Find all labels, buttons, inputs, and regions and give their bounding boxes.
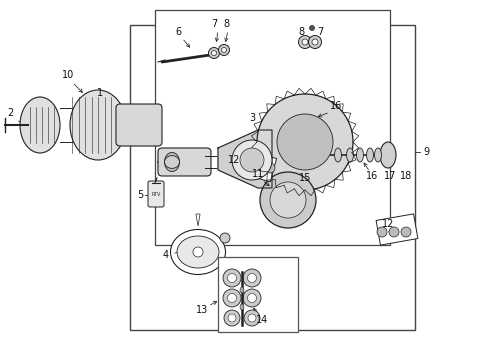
- Circle shape: [240, 148, 264, 172]
- Ellipse shape: [346, 148, 353, 162]
- FancyBboxPatch shape: [158, 148, 211, 176]
- Ellipse shape: [171, 230, 225, 275]
- Text: 8: 8: [298, 27, 304, 37]
- Text: 10: 10: [62, 70, 74, 80]
- Circle shape: [389, 227, 399, 237]
- Bar: [240, 150, 276, 182]
- Circle shape: [254, 163, 264, 173]
- Circle shape: [232, 140, 272, 180]
- Text: 5: 5: [137, 190, 143, 200]
- Text: 14: 14: [256, 315, 268, 325]
- Circle shape: [270, 182, 306, 218]
- Circle shape: [401, 227, 411, 237]
- Text: 15: 15: [299, 173, 311, 183]
- Ellipse shape: [357, 148, 364, 162]
- Text: RTV: RTV: [151, 192, 161, 197]
- Ellipse shape: [165, 152, 179, 172]
- Circle shape: [209, 48, 220, 59]
- Text: 11: 11: [252, 169, 264, 179]
- Ellipse shape: [240, 287, 244, 293]
- Circle shape: [219, 45, 229, 55]
- Circle shape: [257, 94, 353, 190]
- Ellipse shape: [367, 148, 373, 162]
- Text: 6: 6: [175, 27, 181, 37]
- Text: 16: 16: [330, 101, 342, 111]
- Text: 17: 17: [384, 171, 396, 181]
- FancyBboxPatch shape: [148, 181, 164, 207]
- Text: 9: 9: [423, 147, 429, 157]
- Circle shape: [220, 233, 230, 243]
- Circle shape: [248, 314, 256, 322]
- Circle shape: [244, 310, 260, 326]
- Text: 12: 12: [228, 155, 240, 165]
- Text: 8: 8: [223, 19, 229, 29]
- Text: 13: 13: [196, 305, 208, 315]
- Circle shape: [277, 114, 333, 170]
- Circle shape: [193, 247, 203, 257]
- Circle shape: [227, 293, 237, 302]
- Text: 2: 2: [7, 108, 13, 118]
- Ellipse shape: [335, 148, 342, 162]
- Circle shape: [243, 289, 261, 307]
- Circle shape: [223, 289, 241, 307]
- Text: 7: 7: [317, 27, 323, 37]
- Circle shape: [223, 269, 241, 287]
- Ellipse shape: [380, 142, 396, 168]
- Text: 1: 1: [97, 88, 103, 98]
- Ellipse shape: [374, 148, 382, 162]
- Bar: [218, 257, 298, 332]
- Circle shape: [228, 314, 236, 322]
- Circle shape: [247, 293, 256, 302]
- Text: 18: 18: [400, 171, 412, 181]
- Text: 3: 3: [249, 113, 255, 123]
- Ellipse shape: [240, 304, 244, 310]
- Bar: [130, 25, 415, 330]
- Circle shape: [212, 50, 217, 55]
- Circle shape: [298, 36, 312, 49]
- Ellipse shape: [20, 97, 60, 153]
- Circle shape: [377, 227, 387, 237]
- Circle shape: [227, 274, 237, 283]
- Text: 16: 16: [366, 171, 378, 181]
- FancyBboxPatch shape: [116, 104, 162, 146]
- Bar: [376, 214, 418, 245]
- Circle shape: [265, 163, 275, 173]
- Text: 7: 7: [211, 19, 217, 29]
- Circle shape: [243, 163, 253, 173]
- Ellipse shape: [165, 156, 179, 168]
- Circle shape: [312, 39, 318, 45]
- Wedge shape: [196, 214, 200, 226]
- Circle shape: [221, 48, 226, 53]
- Text: 4: 4: [163, 250, 169, 260]
- Circle shape: [260, 172, 316, 228]
- Polygon shape: [218, 130, 272, 188]
- Bar: [155, 10, 390, 245]
- Ellipse shape: [177, 236, 219, 268]
- Circle shape: [224, 310, 240, 326]
- Circle shape: [309, 36, 321, 49]
- Circle shape: [310, 26, 315, 31]
- Circle shape: [302, 39, 308, 45]
- Circle shape: [243, 269, 261, 287]
- Circle shape: [247, 274, 256, 283]
- Text: 12: 12: [382, 219, 394, 229]
- Ellipse shape: [70, 90, 126, 160]
